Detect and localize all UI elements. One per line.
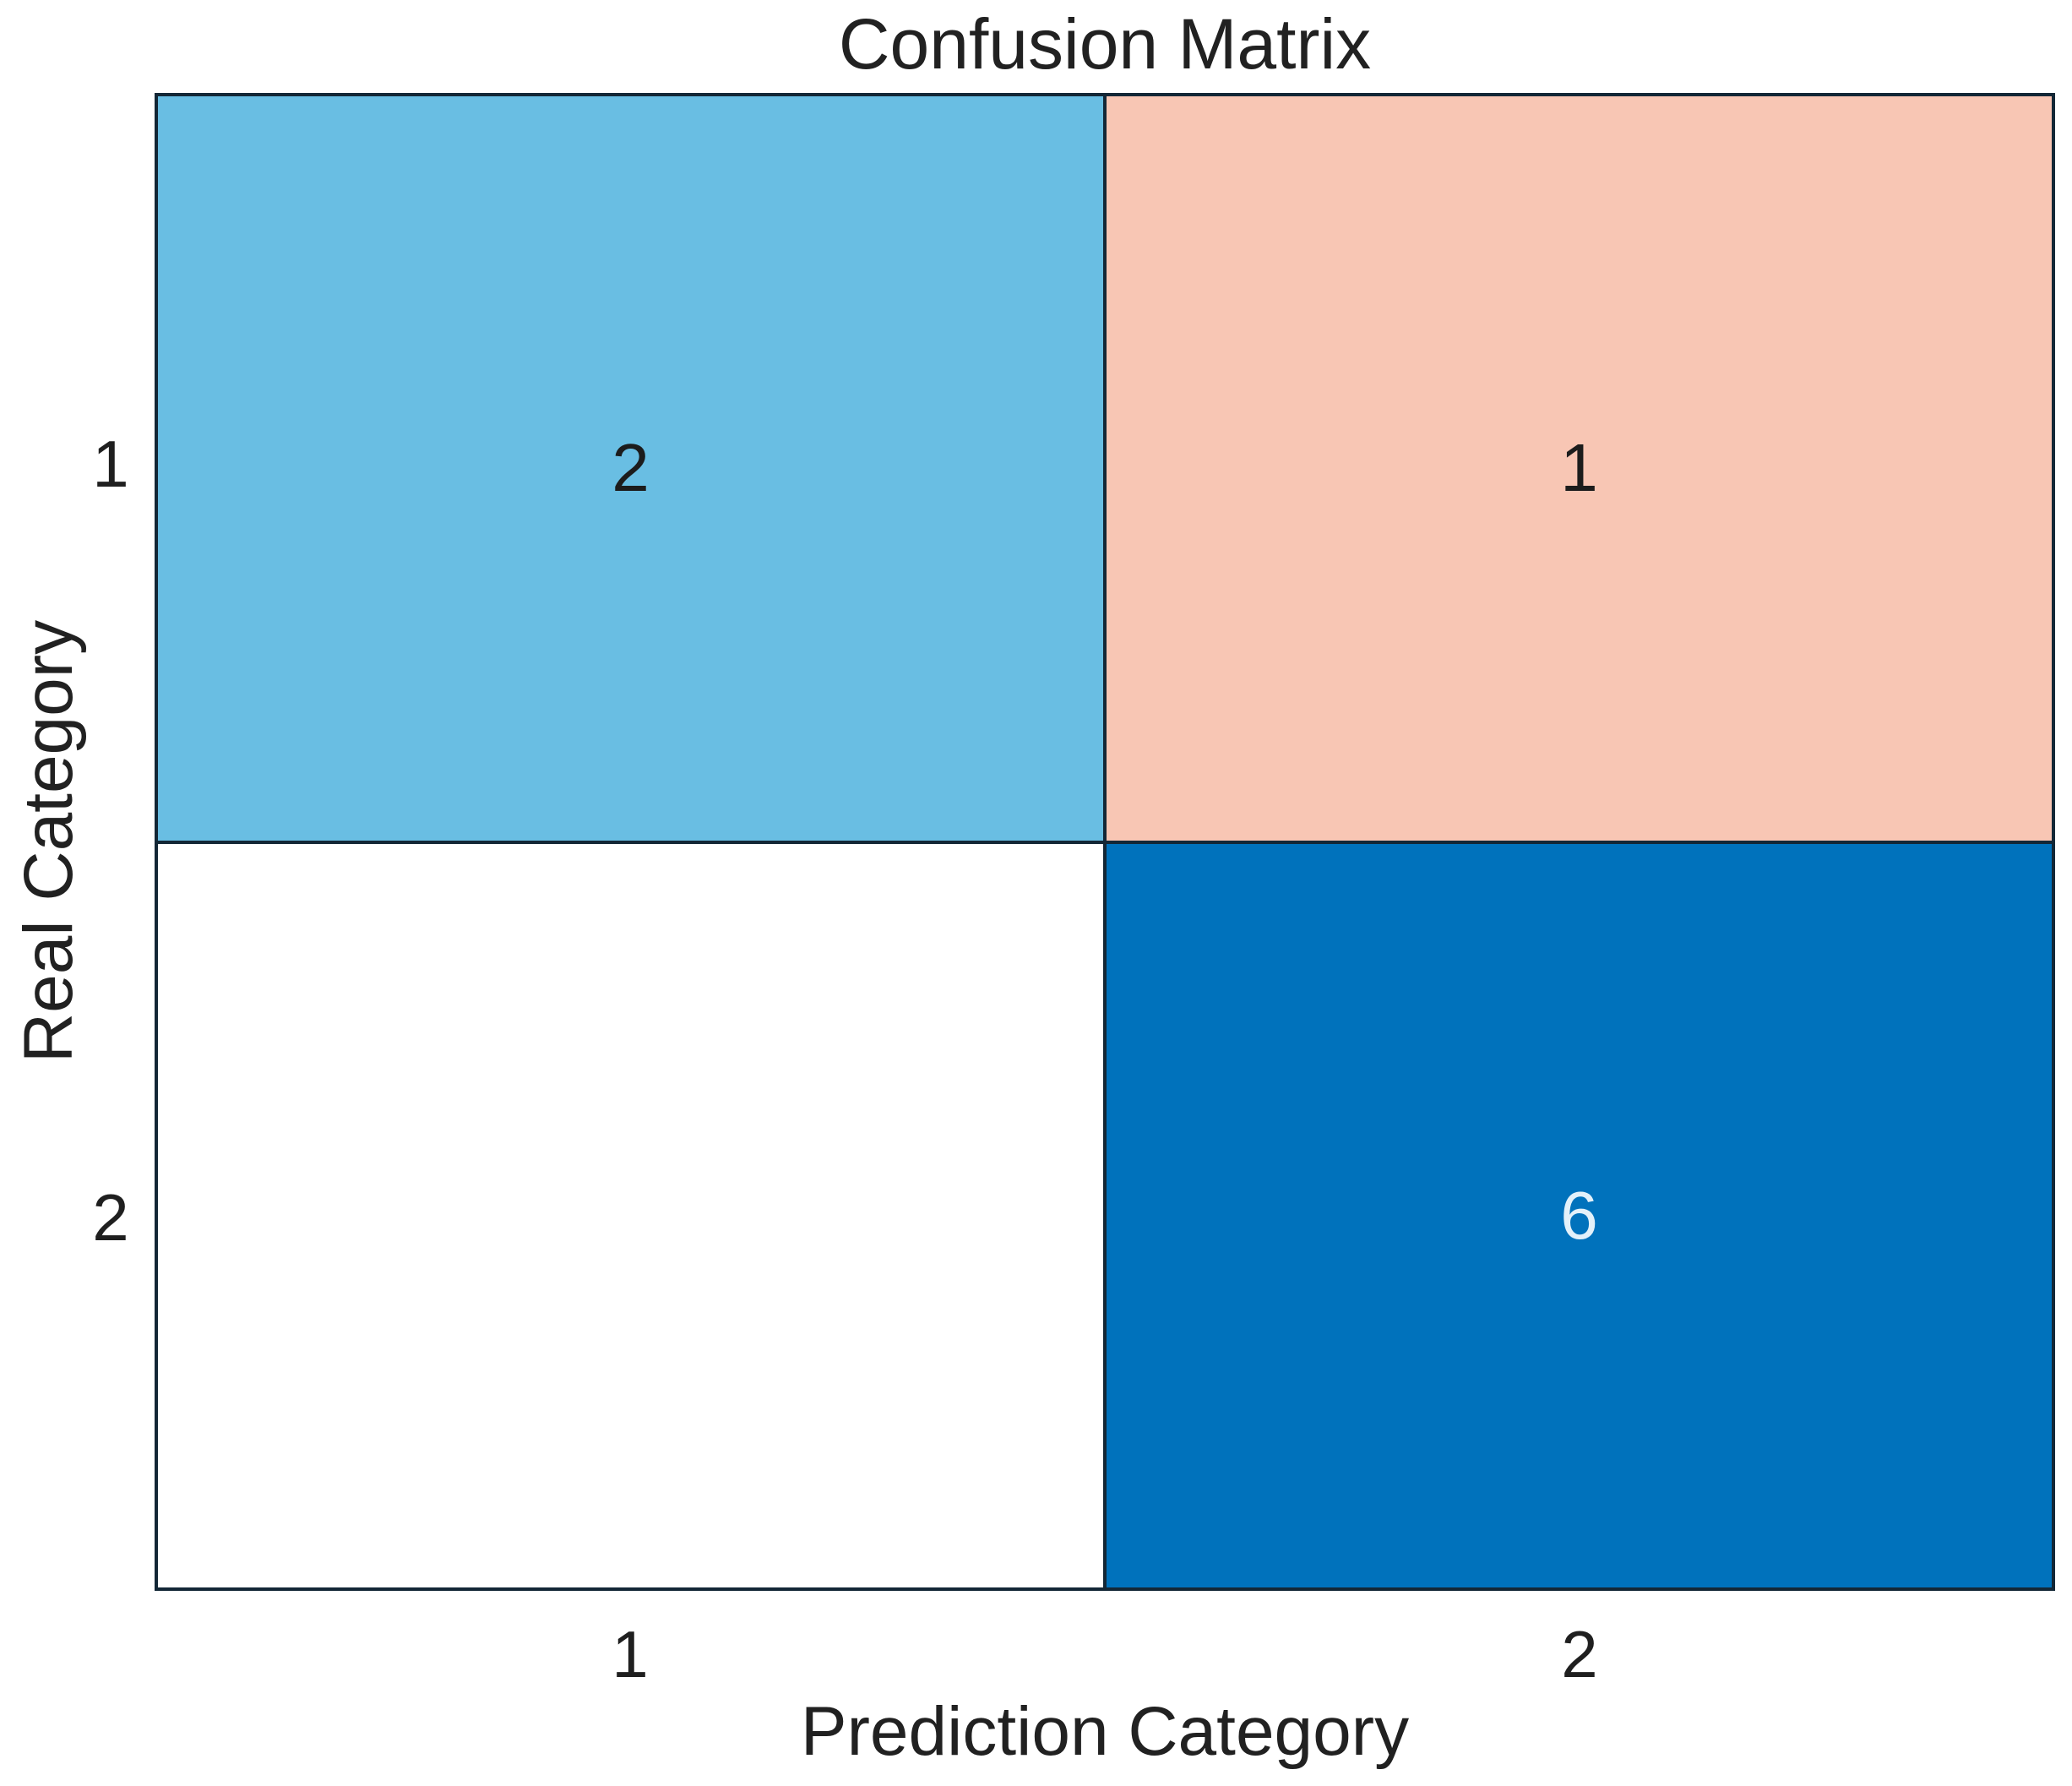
x-tick-label-1: 1	[612, 1617, 649, 1691]
cell-value-r1c2: 1	[1560, 430, 1598, 506]
y-axis-label: Real Category	[10, 619, 87, 1064]
heatmap-plot: 2 1 6	[155, 93, 2055, 1591]
y-tick-label-2: 2	[92, 1180, 129, 1255]
chart-title: Confusion Matrix	[838, 4, 1372, 84]
x-tick-label-2: 2	[1561, 1617, 1598, 1691]
cell-value-r2c2: 6	[1560, 1177, 1598, 1253]
matrix-cell-r2c1	[158, 843, 1103, 1587]
matrix-cell-r1c2: 1	[1107, 96, 2052, 841]
y-tick-label-1: 1	[92, 427, 129, 501]
x-axis-label: Prediction Category	[800, 1693, 1410, 1770]
matrix-cell-r2c2: 6	[1107, 843, 2052, 1587]
matrix-cell-r1c1: 2	[158, 96, 1103, 841]
cell-value-r1c1: 2	[612, 430, 650, 506]
